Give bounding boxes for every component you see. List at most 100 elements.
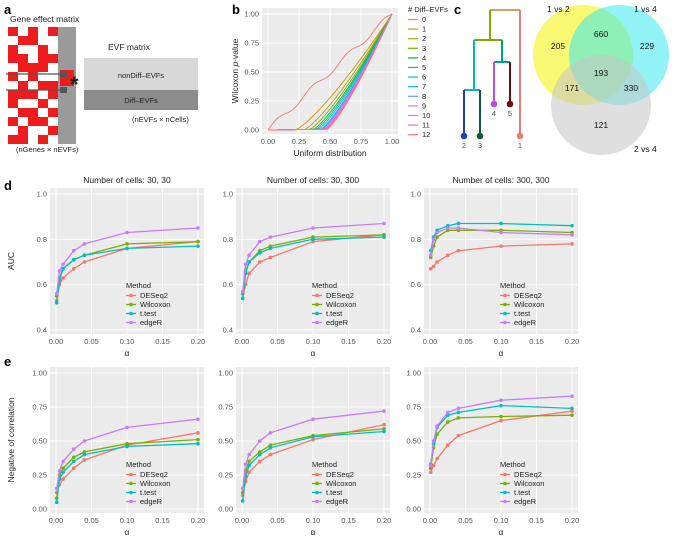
auc-xtick: 0.15 — [529, 337, 544, 346]
venn-label-1v2: 1 vs 2 — [547, 4, 570, 14]
corr-legend-dot — [315, 490, 319, 495]
auc-legend-dot — [503, 302, 507, 307]
auc-point-DESeq2 — [247, 271, 251, 276]
corr-legend-dot — [503, 472, 507, 477]
corr-point-edgeR — [71, 447, 76, 451]
pvalue-ytick: 0.00 — [244, 126, 259, 135]
corr-xtick: 0.10 — [306, 516, 321, 525]
gene-effect-cell — [8, 99, 18, 108]
corr-ytick: 0.50 — [406, 437, 421, 446]
corr-xlabel: α — [125, 527, 130, 536]
venn-label-1v4: 1 vs 4 — [634, 4, 657, 14]
auc-point-DESeq2 — [428, 267, 433, 271]
pvalue-legend-label: 3 — [422, 44, 426, 53]
corr-ytick: 1.00 — [32, 369, 47, 378]
gene-effect-cell — [18, 117, 28, 126]
auc-legend-label: Wilcoxon — [140, 300, 170, 309]
auc-point-t.test — [82, 253, 87, 257]
gene-effect-cell — [18, 108, 28, 117]
auc-legend-dot — [315, 293, 319, 298]
corr-ytick: 0.25 — [406, 471, 421, 480]
corr-point-edgeR — [196, 417, 200, 422]
gene-effect-cell — [18, 54, 28, 63]
auc-legend-dot — [315, 302, 319, 307]
dendro-leaf-label: 4 — [492, 109, 496, 118]
corr-legend-dot — [129, 490, 133, 495]
gene-effect-cell — [18, 81, 28, 90]
pvalue-ylabel: Wilcoxon p-value — [230, 38, 240, 103]
gene-effect-cell — [8, 45, 18, 54]
auc-point-DESeq2 — [499, 244, 503, 248]
gene-effect-cell — [8, 108, 18, 117]
auc-point-edgeR — [196, 226, 200, 230]
corr-xtick: 0.05 — [270, 516, 285, 525]
venn-count-ac: 171 — [565, 83, 579, 93]
corr-point-Wilcoxon — [382, 426, 386, 431]
auc-xtick: 0.05 — [458, 337, 473, 346]
corr-xtick: 0.00 — [423, 516, 438, 525]
auc-ytick: 1.0 — [37, 190, 47, 199]
auc-point-DESeq2 — [445, 253, 450, 257]
venn-label-2v4: 2 vs 4 — [634, 144, 657, 154]
arrow-head-1 — [60, 71, 67, 77]
corr-legend-label: DESeq2 — [326, 470, 354, 479]
corr-point-edgeR — [61, 459, 65, 464]
auc-point-edgeR — [382, 221, 386, 226]
gene-effect-cell — [38, 27, 48, 36]
corr-point-Wilcoxon — [82, 450, 87, 454]
auc-point-edgeR — [445, 226, 450, 230]
auc-legend-dot — [503, 311, 507, 316]
pvalue-xtick: 0.75 — [354, 137, 369, 146]
auc-ytick: 0.6 — [411, 280, 421, 289]
corr-legend-title: Method — [126, 460, 151, 469]
corr-legend-dot — [315, 481, 319, 486]
gene-effect-cell — [48, 108, 58, 117]
corr-ytick: 0.75 — [218, 403, 233, 412]
auc-point-t.test — [456, 221, 461, 226]
corr-point-DESeq2 — [570, 409, 574, 413]
corr-point-DESeq2 — [61, 477, 65, 481]
gene-effect-cell — [8, 27, 18, 36]
auc-point-t.test — [570, 223, 574, 228]
pvalue-ytick: 0.50 — [244, 68, 259, 77]
corr-xtick: 0.15 — [155, 516, 170, 525]
corr-ytick: 0.25 — [32, 471, 47, 480]
corr-legend-title: Method — [500, 460, 525, 469]
auc-point-edgeR — [570, 233, 574, 237]
evf-matrix-title: EVF matrix — [108, 42, 151, 52]
gene-effect-cell — [18, 126, 28, 135]
gene-effect-cell — [48, 27, 58, 36]
multiply-star: * — [70, 72, 79, 97]
auc-legend-dot — [129, 302, 133, 307]
corr-point-DESeq2 — [435, 456, 439, 461]
auc-point-edgeR — [57, 269, 62, 273]
auc-legend-label: t.test — [140, 309, 157, 318]
corr-point-DESeq2 — [71, 466, 76, 471]
pvalue-ytick: 0.75 — [244, 39, 259, 48]
auc-ytick: 0.4 — [411, 326, 421, 335]
venn-count-ab: 660 — [594, 29, 608, 39]
corr-legend-label: edgeR — [326, 497, 349, 506]
corr-point-t.test — [382, 429, 386, 434]
corr-xtick: 0.15 — [341, 516, 356, 525]
auc-xlabel: α — [125, 348, 130, 358]
auc-xtick: 0.10 — [494, 337, 509, 346]
auc-point-DESeq2 — [570, 242, 574, 246]
dendro-leaf-label: 5 — [508, 109, 512, 118]
auc-point-t.test — [382, 235, 386, 239]
auc-point-DESeq2 — [82, 260, 87, 264]
corr-point-t.test — [54, 500, 59, 505]
gene-effect-cell — [28, 90, 38, 99]
auc-legend-dot — [129, 293, 133, 298]
auc-ytick: 0.4 — [223, 326, 233, 335]
corr-legend-label: Wilcoxon — [140, 479, 170, 488]
venn-count-1v4: 229 — [640, 41, 654, 51]
pvalue-legend-label: 6 — [422, 73, 426, 82]
corr-ytick: 0.00 — [218, 505, 233, 514]
gene-effect-cell — [48, 81, 58, 90]
corr-point-edgeR — [456, 406, 461, 411]
auc-legend-label: edgeR — [326, 318, 349, 327]
auc-xtick: 0.10 — [306, 337, 321, 346]
gene-effect-cell — [48, 117, 58, 126]
